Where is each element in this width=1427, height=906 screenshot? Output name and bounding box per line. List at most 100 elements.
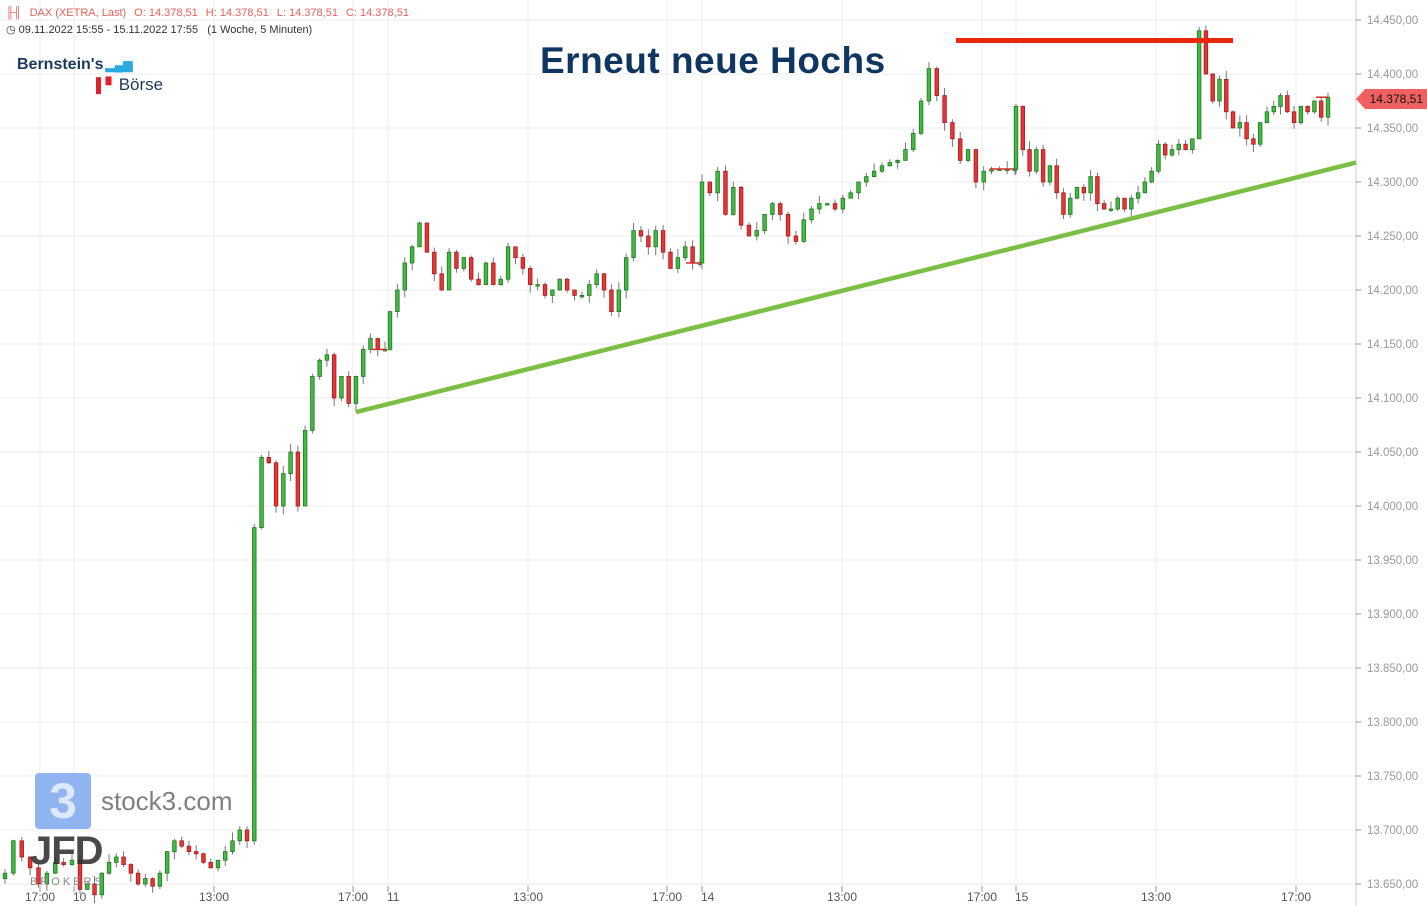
- candle-up: [1013, 106, 1019, 170]
- candle-up: [259, 456, 264, 528]
- x-tick-label: 17:00: [652, 890, 682, 904]
- x-tick-label: 14: [701, 890, 715, 904]
- candle-up: [172, 840, 177, 852]
- candle-up: [505, 246, 511, 280]
- candle-up: [417, 222, 422, 248]
- candle-up: [339, 375, 344, 399]
- jfd-brokers: BROKERS: [30, 876, 105, 888]
- candle-down: [1040, 149, 1046, 183]
- candle-down: [273, 462, 279, 507]
- candle-down: [346, 375, 351, 404]
- x-axis: 17:00 10 13:00 17:00 11 13:00 17:00 14 13:00 17:0…: [25, 886, 1311, 904]
- candle-down: [950, 122, 955, 140]
- x-tick-label: 17:00: [967, 890, 997, 904]
- y-tick-label: 13.900,00: [1367, 609, 1418, 621]
- candle-up: [353, 375, 359, 404]
- candle-down: [491, 262, 496, 286]
- candle-down: [746, 224, 752, 237]
- candle-up: [106, 862, 112, 874]
- candle-down: [690, 246, 695, 264]
- stock3-watermark: stock3.com: [101, 786, 233, 816]
- candles: [2, 25, 1331, 904]
- candle-up: [871, 170, 877, 177]
- candle-down: [1163, 143, 1168, 156]
- candle-up: [1264, 111, 1270, 124]
- candle-down: [1291, 111, 1297, 124]
- open-value: O: 14.378,51: [134, 7, 198, 19]
- candle-down: [1054, 165, 1059, 194]
- candle-up: [157, 872, 163, 887]
- candle-up: [1068, 197, 1073, 215]
- candle-up: [69, 859, 75, 865]
- candle-down: [432, 251, 437, 275]
- ohlc-header: ╟╢ DAX (XETRA, Last) O: 14.378,51 H: 14.378…: [6, 7, 417, 19]
- candle-down: [375, 338, 380, 350]
- candle-down: [1319, 100, 1324, 118]
- candle-up: [1312, 100, 1317, 113]
- last-price-label: 14.378,51: [1356, 89, 1427, 109]
- candle-up: [731, 186, 736, 215]
- candle-down: [1285, 95, 1290, 113]
- candle-down: [295, 451, 301, 507]
- candle-up: [981, 170, 986, 183]
- x-tick-label: 13:00: [199, 890, 229, 904]
- candle-up: [653, 230, 658, 248]
- candle-down: [542, 284, 548, 296]
- y-tick-label: 14.400,00: [1367, 69, 1418, 81]
- candle-down: [1122, 197, 1127, 210]
- candle-up: [215, 859, 221, 869]
- candle-up: [1088, 176, 1093, 194]
- candle-up: [587, 284, 592, 296]
- candle-up: [302, 429, 308, 507]
- candle-down: [186, 845, 192, 853]
- candle-up: [114, 856, 119, 863]
- bars-icon: ▂▄▆: [105, 58, 133, 72]
- jfd-logo: JFD: [30, 829, 104, 873]
- candle-up: [1135, 192, 1141, 199]
- candle-up: [579, 294, 585, 298]
- candle-down: [1230, 111, 1236, 129]
- candle-up: [762, 213, 767, 231]
- candle-up: [288, 451, 293, 475]
- candle-up: [44, 872, 50, 885]
- candle-down: [92, 883, 97, 896]
- candle-up: [1149, 170, 1154, 183]
- candle-up: [387, 311, 393, 350]
- candle-up: [230, 840, 235, 852]
- candle-up: [461, 257, 467, 269]
- candle-up: [53, 862, 58, 874]
- x-tick-label: 13:00: [1141, 890, 1171, 904]
- candle-up: [918, 100, 924, 134]
- candle-down: [476, 278, 481, 286]
- candle-down: [723, 170, 728, 215]
- candle-up: [715, 170, 720, 194]
- candle-up: [817, 203, 822, 210]
- range-header: ◷ 09.11.2022 15:55 - 15.11.2022 17:55 (1…: [6, 23, 312, 36]
- x-tick-label: 11: [387, 890, 400, 904]
- candle-down: [201, 853, 206, 863]
- candle-down: [1251, 138, 1256, 145]
- y-tick-label: 14.450,00: [1367, 15, 1418, 27]
- candle-up: [1129, 197, 1134, 210]
- candle-down: [958, 138, 963, 161]
- candle-up: [675, 257, 681, 269]
- candle-down: [528, 267, 533, 285]
- candle-down: [832, 203, 838, 210]
- y-tick-label: 14.000,00: [1367, 501, 1418, 513]
- candle-down: [934, 68, 939, 96]
- candle-up: [926, 68, 932, 102]
- candle-up: [825, 203, 830, 206]
- candle-down: [1061, 192, 1066, 215]
- low-value: L: 14.378,51: [276, 7, 338, 19]
- candle-down: [128, 864, 134, 874]
- candle-up: [594, 273, 599, 285]
- candle-up: [1115, 197, 1120, 210]
- candlestick-icon: ╟╢: [6, 7, 22, 19]
- candle-up: [809, 208, 814, 221]
- clock-icon: ◷: [6, 24, 16, 36]
- y-tick-label: 14.100,00: [1367, 393, 1418, 405]
- candle-down: [61, 862, 66, 865]
- y-tick-label: 13.950,00: [1367, 555, 1418, 567]
- candle-down: [513, 246, 518, 259]
- y-tick-label: 13.800,00: [1367, 717, 1418, 729]
